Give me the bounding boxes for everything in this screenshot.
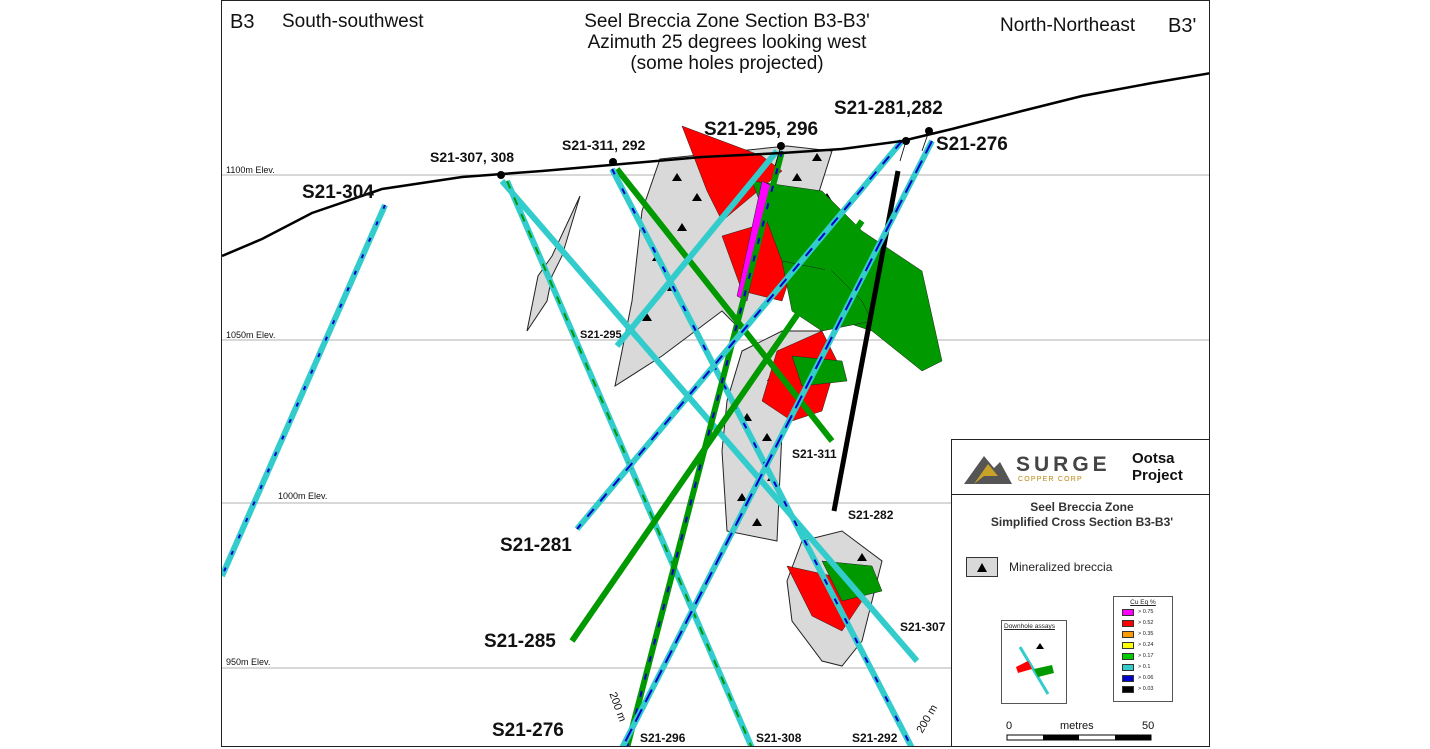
breccia-sliver bbox=[526, 195, 581, 332]
hole-label-s21-311-292: S21-311, 292 bbox=[562, 137, 646, 153]
company-subtitle: COPPER CORP bbox=[1018, 476, 1083, 483]
end-label-s21-276: S21-276 bbox=[492, 720, 564, 741]
section-title: Seel Breccia Zone Section B3-B3' Azimuth… bbox=[542, 11, 912, 74]
assay-bars-magenta bbox=[736, 180, 773, 302]
elevation-1100: 1100m Elev. bbox=[226, 165, 275, 175]
end-label-s21-281: S21-281 bbox=[500, 535, 572, 556]
cu-swatch bbox=[1122, 631, 1134, 638]
legend-title-line-2: Simplified Cross Section B3-B3' bbox=[990, 515, 1174, 529]
cu-class-label: > 0.1 bbox=[1138, 664, 1151, 670]
assay-bars-green-lower bbox=[791, 355, 848, 387]
cu-eq-title: Cu Eq % bbox=[1130, 599, 1156, 606]
hole-s21-295 bbox=[614, 149, 780, 348]
elevation-1050: 1050m Elev. bbox=[226, 330, 276, 340]
cu-class-label: > 0.03 bbox=[1138, 686, 1154, 692]
cu-class-label: > 0.75 bbox=[1138, 609, 1154, 615]
end-label-s21-311: S21-311 bbox=[792, 447, 837, 461]
project-name: Ootsa Project bbox=[1132, 450, 1183, 484]
cu-eq-legend: Cu Eq % > 0.75 > 0.52 > 0.35 > 0.24 > 0.… bbox=[1113, 596, 1173, 702]
cu-class-label: > 0.35 bbox=[1138, 631, 1154, 637]
surge-logo-icon bbox=[964, 456, 1012, 484]
scale-unit: metres bbox=[1060, 720, 1094, 732]
direction-left-label: South-southwest bbox=[282, 11, 424, 32]
cu-swatch bbox=[1122, 620, 1134, 627]
assay-bars-red-upper bbox=[681, 125, 783, 222]
hole-s21-292 bbox=[609, 167, 915, 746]
hole-label-s21-304: S21-304 bbox=[302, 182, 374, 203]
legend-panel: SURGE COPPER CORP Ootsa Project Seel Bre… bbox=[951, 439, 1209, 746]
hole-s21-311 bbox=[614, 167, 835, 443]
section-drawing bbox=[222, 72, 1209, 746]
breccia-legend-label: Mineralized breccia bbox=[1009, 560, 1113, 574]
legend-section-title: Seel Breccia Zone Simplified Cross Secti… bbox=[952, 500, 1209, 530]
end-label-s21-292: S21-292 bbox=[852, 731, 898, 745]
legend-title-line-1: Seel Breccia Zone bbox=[1030, 500, 1134, 514]
cu-swatch bbox=[1122, 609, 1134, 616]
title-line-1: Seel Breccia Zone Section B3-B3' bbox=[584, 11, 870, 32]
cu-swatch bbox=[1122, 653, 1134, 660]
end-label-s21-295: S21-295 bbox=[580, 329, 622, 341]
elevation-950: 950m Elev. bbox=[226, 657, 271, 667]
end-label-s21-285: S21-285 bbox=[484, 631, 556, 652]
cu-swatch bbox=[1122, 664, 1134, 671]
cross-section-figure: B3 South-southwest North-Northeast B3' S… bbox=[221, 0, 1210, 747]
breccia-swatch bbox=[966, 557, 998, 577]
project-line-1: Ootsa bbox=[1132, 450, 1175, 467]
cu-swatch bbox=[1122, 686, 1134, 693]
breccia-triangle-icon bbox=[977, 563, 987, 572]
hole-s21-304 bbox=[222, 203, 388, 578]
drill-holes bbox=[222, 139, 935, 746]
cu-swatch bbox=[1122, 675, 1134, 682]
section-start-label: B3 bbox=[230, 11, 255, 33]
cu-class-label: > 0.06 bbox=[1138, 675, 1154, 681]
company-name: SURGE bbox=[1016, 453, 1111, 476]
title-line-2: Azimuth 25 degrees looking west bbox=[587, 32, 867, 53]
topography-line bbox=[222, 72, 1209, 258]
section-end-label: B3' bbox=[1168, 15, 1197, 37]
hole-label-s21-281-282: S21-281,282 bbox=[834, 98, 943, 119]
downhole-assays-label: Downhole assays bbox=[1004, 623, 1055, 630]
end-label-s21-282: S21-282 bbox=[848, 508, 894, 522]
elevation-1000: 1000m Elev. bbox=[278, 491, 328, 501]
cu-class-label: > 0.17 bbox=[1138, 653, 1154, 659]
cu-class-label: > 0.52 bbox=[1138, 620, 1154, 626]
hole-s21-281-core bbox=[576, 140, 903, 530]
hole-s21-285 bbox=[569, 219, 865, 643]
hole-s21-276-core bbox=[621, 140, 933, 746]
scale-bar bbox=[1006, 734, 1152, 741]
end-label-s21-308: S21-308 bbox=[756, 731, 802, 745]
end-label-s21-307: S21-307 bbox=[900, 620, 946, 634]
downhole-example-icon bbox=[1016, 643, 1054, 695]
scale-end: 50 bbox=[1142, 720, 1155, 732]
hole-label-s21-307-308: S21-307, 308 bbox=[430, 149, 515, 165]
project-line-2: Project bbox=[1132, 467, 1183, 484]
scale-start: 0 bbox=[1006, 720, 1013, 732]
title-line-3: (some holes projected) bbox=[630, 53, 824, 74]
legend-header: SURGE COPPER CORP Ootsa Project bbox=[952, 440, 1209, 495]
cu-swatch bbox=[1122, 642, 1134, 649]
collar-leaders bbox=[774, 130, 930, 167]
direction-right-label: North-Northeast bbox=[1000, 15, 1136, 36]
hole-label-s21-276-collar: S21-276 bbox=[936, 134, 1008, 155]
end-label-s21-296: S21-296 bbox=[640, 731, 686, 745]
hole-label-s21-295-296: S21-295, 296 bbox=[704, 119, 819, 140]
downhole-assays-key: Downhole assays bbox=[1001, 620, 1067, 704]
cu-class-label: > 0.24 bbox=[1138, 642, 1154, 648]
